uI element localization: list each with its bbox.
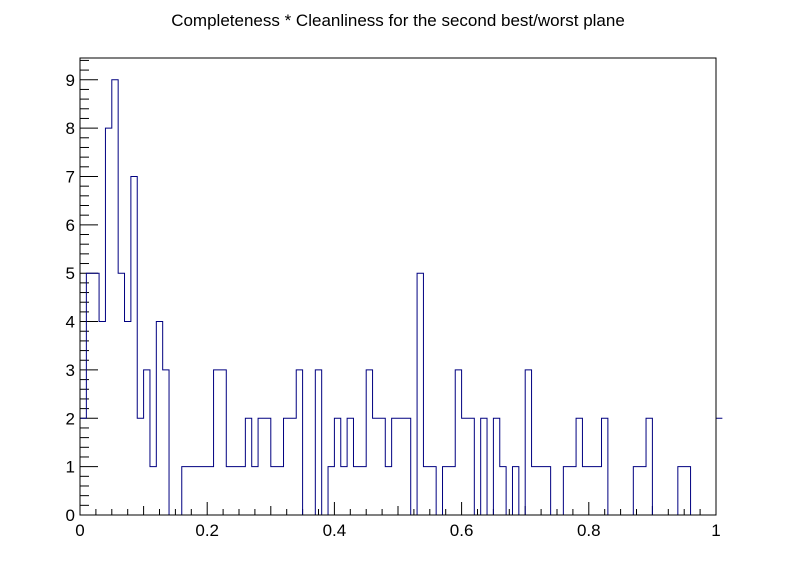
plot-frame (79, 57, 717, 516)
x-tick-label: 0.4 (323, 521, 347, 540)
x-tick-label: 1 (711, 521, 720, 540)
y-tick-label: 8 (66, 119, 75, 138)
y-tick-label: 4 (66, 313, 75, 332)
x-tick-labels: 0 0.2 0.4 0.6 0.8 1 (75, 521, 720, 540)
chart-title: Completeness * Cleanliness for the secon… (171, 11, 625, 30)
y-tick-label: 5 (66, 264, 75, 283)
y-tick-label: 2 (66, 409, 75, 428)
y-tick-label: 9 (66, 71, 75, 90)
y-tick-label: 6 (66, 216, 75, 235)
x-tick-label: 0.6 (450, 521, 474, 540)
x-tick-label: 0 (75, 521, 84, 540)
axis-ticks (79, 59, 717, 516)
y-tick-labels: 0 1 2 3 4 5 6 7 8 9 (66, 71, 75, 525)
x-tick-label: 0.8 (577, 521, 601, 540)
x-tick-label: 0.2 (195, 521, 219, 540)
histogram-series-line (80, 79, 723, 516)
y-tick-label: 1 (66, 458, 75, 477)
y-tick-label: 3 (66, 361, 75, 380)
y-tick-label: 7 (66, 167, 75, 186)
y-tick-label: 0 (66, 506, 75, 525)
